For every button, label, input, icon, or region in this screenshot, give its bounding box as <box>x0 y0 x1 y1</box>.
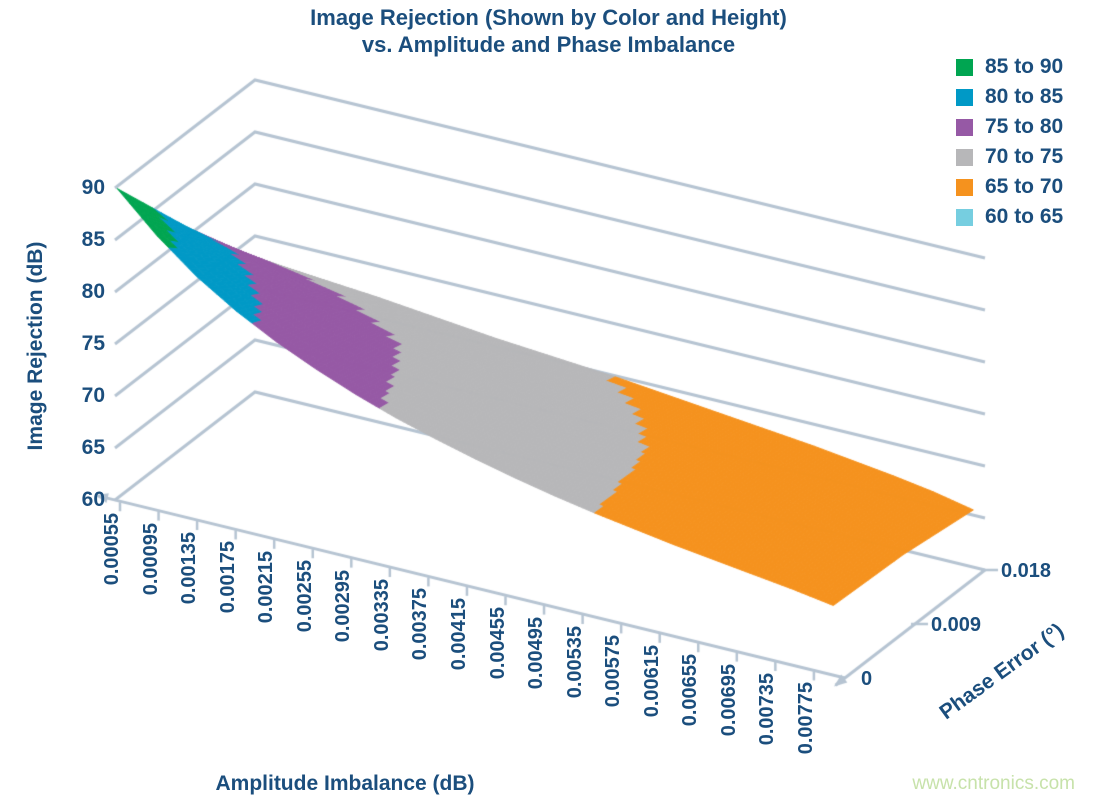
legend-label: 75 to 80 <box>985 115 1064 138</box>
x-tick-label: 0.00215 <box>255 550 278 624</box>
x-tick-label: 0.00655 <box>679 654 702 727</box>
legend-label: 85 to 90 <box>985 55 1064 78</box>
y-tick-label: 90 <box>81 176 105 199</box>
x-tick-label: 0.00775 <box>794 682 817 755</box>
legend-item: 80 to 85 <box>956 82 1063 112</box>
x-tick-label: 0.00695 <box>717 663 740 736</box>
legend-item: 65 to 70 <box>956 172 1063 202</box>
y-tick-label: 75 <box>81 332 105 355</box>
legend-label: 60 to 65 <box>985 205 1064 228</box>
x-tick-label: 0.00415 <box>447 597 470 671</box>
y-tick-label: 70 <box>81 384 105 407</box>
legend-item: 70 to 75 <box>956 142 1063 172</box>
z-tick-label: 0 <box>861 668 873 690</box>
x-tick-label: 0.00295 <box>332 569 355 642</box>
legend-label: 80 to 85 <box>985 85 1064 108</box>
legend-label: 65 to 70 <box>985 175 1064 198</box>
legend-item: 60 to 65 <box>956 202 1063 232</box>
watermark: www.cntronics.com <box>912 773 1075 794</box>
x-tick-label: 0.00575 <box>602 635 625 708</box>
x-tick-label: 0.00135 <box>178 532 201 605</box>
x-tick-label: 0.00175 <box>216 541 239 614</box>
x-tick-label: 0.00455 <box>486 607 509 680</box>
legend-swatch <box>956 88 973 106</box>
chart-title-line2: vs. Amplitude and Phase Imbalance <box>361 32 736 57</box>
x-axis-title: Amplitude Imbalance (dB) <box>215 772 475 795</box>
x-tick-label: 0.00255 <box>293 560 316 633</box>
x-tick-label: 0.00495 <box>525 616 548 689</box>
x-tick-label: 0.00055 <box>101 513 123 586</box>
z-tick-label: 0.009 <box>931 614 982 636</box>
y-tick-label: 60 <box>81 488 105 511</box>
legend-label: 70 to 75 <box>985 145 1064 168</box>
x-tick-label: 0.00735 <box>756 673 779 746</box>
x-tick-label: 0.00335 <box>370 579 393 652</box>
y-tick-label: 65 <box>81 436 105 459</box>
legend-swatch <box>956 118 973 136</box>
legend-item: 75 to 80 <box>956 112 1063 142</box>
z-tick-label: 0.018 <box>1001 560 1052 582</box>
x-tick-label: 0.00095 <box>139 522 162 595</box>
legend: 85 to 90 80 to 85 75 to 80 70 to 75 65 to 70… <box>956 52 1063 232</box>
legend-swatch <box>956 208 973 226</box>
legend-swatch <box>956 178 973 196</box>
y-tick-label: 85 <box>81 228 105 251</box>
chart-title-line1: Image Rejection (Shown by Color and Heig… <box>310 5 787 30</box>
x-tick-label: 0.00535 <box>563 626 586 699</box>
legend-swatch <box>956 148 973 166</box>
x-tick-label: 0.00375 <box>409 588 432 661</box>
x-tick-label: 0.00615 <box>640 644 663 718</box>
legend-item: 85 to 90 <box>956 52 1063 82</box>
y-tick-label: 80 <box>81 280 105 303</box>
legend-swatch <box>956 58 973 76</box>
